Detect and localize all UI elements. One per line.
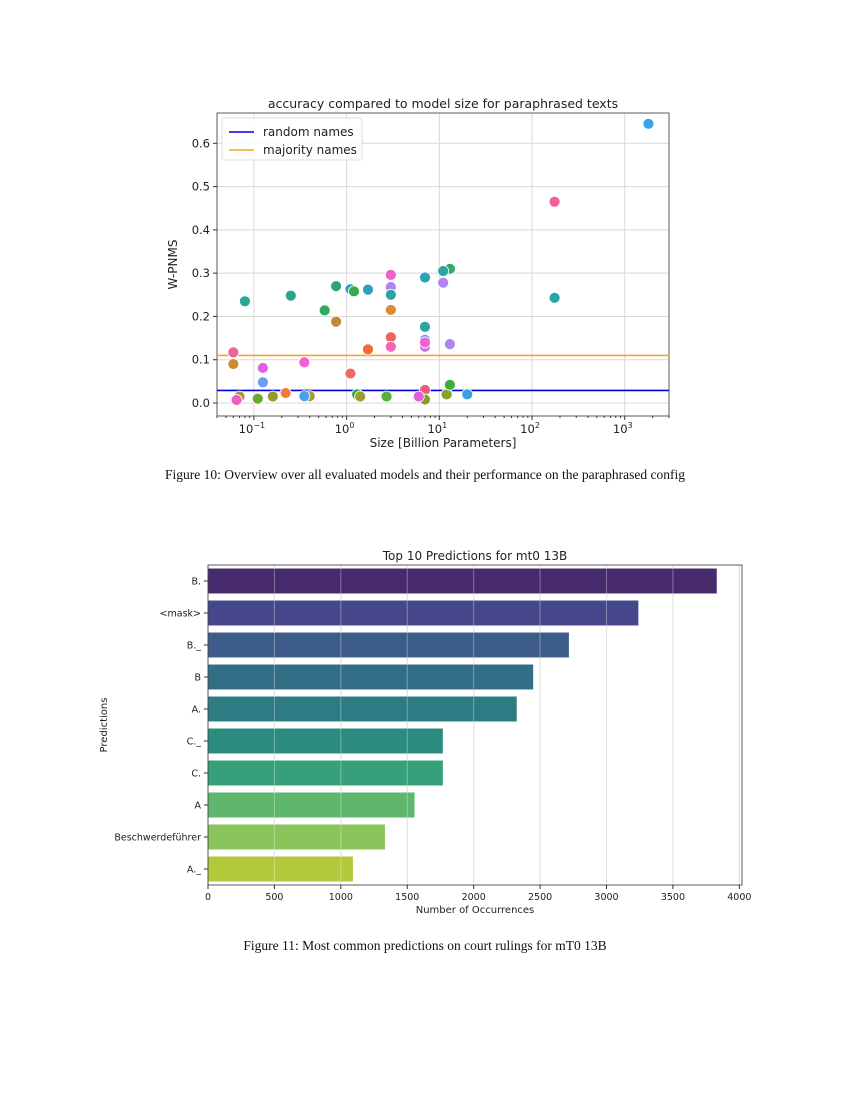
scatter-point xyxy=(251,392,264,405)
x-tick-label: 2000 xyxy=(462,892,486,903)
scatter-point xyxy=(380,390,393,403)
legend-box xyxy=(221,117,363,161)
y-tick-label: <mask> xyxy=(160,609,201,620)
scatter-point xyxy=(330,315,342,328)
scatter-point xyxy=(344,367,357,380)
y-tick-label: 0.3 xyxy=(192,266,210,280)
scatter-point xyxy=(298,390,311,402)
scatter-point xyxy=(227,358,240,370)
scatter-point xyxy=(330,280,342,293)
y-tick-label: B xyxy=(194,673,201,684)
scatter-point xyxy=(437,276,450,289)
scatter-chart: accuracy compared to model size for para… xyxy=(166,96,670,450)
scatter-point xyxy=(443,338,456,351)
scatter-point xyxy=(384,268,397,281)
scatter-point xyxy=(239,295,251,308)
x-tick-label: 3500 xyxy=(661,892,685,903)
bar xyxy=(208,856,353,882)
y-tick-label: 0.5 xyxy=(192,180,210,194)
y-tick-label: 0.4 xyxy=(192,223,210,237)
y-tick-label: B._ xyxy=(187,641,202,652)
x-tick-label: 3000 xyxy=(594,892,618,903)
bar xyxy=(208,664,534,690)
y-tick-label: 0.0 xyxy=(192,396,210,410)
scatter-point xyxy=(548,291,561,304)
scatter-point xyxy=(348,285,360,298)
scatter-point xyxy=(384,340,397,353)
y-axis-label: Predictions xyxy=(99,698,110,753)
bar xyxy=(208,568,717,594)
y-axis-label: W-PNMS xyxy=(166,240,180,290)
x-tick-label: 1000 xyxy=(329,892,353,903)
bar xyxy=(208,696,517,722)
bar xyxy=(208,632,569,658)
scatter-point xyxy=(642,117,655,130)
bar xyxy=(208,728,443,754)
bar xyxy=(208,792,415,818)
scatter-point xyxy=(437,265,450,277)
x-tick-label: 1500 xyxy=(395,892,419,903)
y-tick-label: B. xyxy=(191,577,201,588)
y-tick-label: A. xyxy=(192,705,201,716)
y-tick-label: A._ xyxy=(187,865,201,876)
scatter-point xyxy=(227,346,240,359)
scatter-point xyxy=(318,304,331,317)
scatter-point xyxy=(362,283,374,296)
y-tick-label: C. xyxy=(191,769,201,780)
scatter-point xyxy=(354,390,367,403)
scatter-point xyxy=(461,388,474,401)
legend-label: majority names xyxy=(263,143,357,157)
x-tick-label: 2500 xyxy=(528,892,552,903)
plot-frame xyxy=(216,112,670,417)
bar xyxy=(208,824,385,850)
bar xyxy=(208,760,443,786)
chart-title: accuracy compared to model size for para… xyxy=(268,96,618,111)
chart-title: Top 10 Predictions for mt0 13B xyxy=(382,549,568,563)
scatter-point xyxy=(384,288,397,301)
scatter-point xyxy=(298,356,311,369)
legend: random names majority names xyxy=(221,117,363,161)
scatter-point xyxy=(284,289,297,302)
y-tick-label: A xyxy=(195,801,202,812)
y-tick-label: 0.1 xyxy=(192,353,210,367)
scatter-point xyxy=(384,304,397,316)
x-tick-label: 0 xyxy=(205,892,211,903)
scatter-point xyxy=(256,376,269,389)
figure-11-caption: Figure 11: Most common predictions on co… xyxy=(243,938,607,953)
y-tick-label: 0.6 xyxy=(192,136,210,150)
plot-frame xyxy=(207,564,743,886)
scatter-point xyxy=(412,390,425,403)
x-tick-label: 4000 xyxy=(727,892,751,903)
x-axis-label: Number of Occurrences xyxy=(416,905,535,916)
y-tick-label: Beschwerdeführer xyxy=(114,833,201,844)
scatter-point xyxy=(419,320,431,333)
x-tick-label: 500 xyxy=(265,892,283,903)
scatter-point xyxy=(443,378,456,391)
scatter-point xyxy=(279,387,292,399)
scatter-point xyxy=(419,271,431,284)
scatter-point xyxy=(230,394,243,406)
scatter-point xyxy=(419,336,431,349)
y-tick-label: C._ xyxy=(187,737,202,748)
x-axis-label: Size [Billion Parameters] xyxy=(370,436,517,450)
scatter-point xyxy=(266,390,279,403)
figure-10-caption: Figure 10: Overview over all evaluated m… xyxy=(165,467,685,482)
legend-label: random names xyxy=(263,125,354,139)
scatter-point xyxy=(256,362,269,374)
scatter-point xyxy=(548,195,561,208)
bar xyxy=(208,600,639,626)
scatter-point xyxy=(362,343,374,356)
y-tick-label: 0.2 xyxy=(192,309,210,323)
